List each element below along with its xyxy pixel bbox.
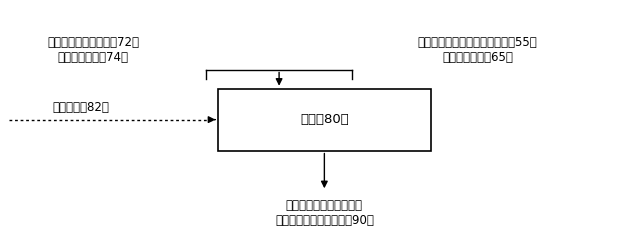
Text: 金属酸化物ナノ粒子（72）
または分散体（74）: 金属酸化物ナノ粒子（72） または分散体（74） (47, 36, 139, 64)
Text: ドーピング酸化スズナノ粒子（55）
または分散体（65）: ドーピング酸化スズナノ粒子（55） または分散体（65） (418, 36, 537, 64)
Text: 分散媒体（82）: 分散媒体（82） (53, 101, 110, 114)
Bar (218, 89, 430, 151)
Text: 紫外線と赤外線遮蔽可能
複合金属酸化物分散体（90）: 紫外線と赤外線遮蔽可能 複合金属酸化物分散体（90） (275, 199, 374, 227)
Text: 混合（80）: 混合（80） (300, 113, 349, 126)
